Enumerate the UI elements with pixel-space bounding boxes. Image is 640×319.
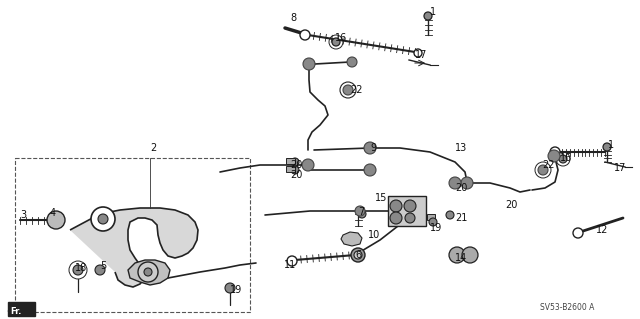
- Circle shape: [550, 147, 560, 157]
- Text: 16: 16: [335, 33, 348, 43]
- Polygon shape: [70, 208, 198, 287]
- Circle shape: [144, 268, 152, 276]
- Circle shape: [355, 206, 365, 216]
- Bar: [286, 158, 295, 164]
- Circle shape: [225, 283, 235, 293]
- Circle shape: [424, 12, 432, 20]
- Circle shape: [429, 218, 437, 226]
- Circle shape: [354, 251, 362, 259]
- Circle shape: [548, 150, 560, 162]
- Text: Fr.: Fr.: [10, 307, 21, 315]
- Circle shape: [449, 247, 465, 263]
- Text: 20: 20: [290, 170, 302, 180]
- Bar: [15, 158, 250, 312]
- Text: 3: 3: [20, 210, 26, 220]
- Circle shape: [91, 207, 115, 231]
- Circle shape: [291, 158, 299, 166]
- Text: 11: 11: [284, 260, 296, 270]
- Text: 15: 15: [375, 193, 387, 203]
- Text: SV53-B2600 A: SV53-B2600 A: [540, 303, 595, 313]
- Circle shape: [343, 85, 353, 95]
- Text: 19: 19: [430, 223, 442, 233]
- Circle shape: [603, 143, 611, 151]
- Polygon shape: [128, 260, 170, 285]
- Circle shape: [302, 159, 314, 171]
- Circle shape: [573, 228, 583, 238]
- Text: 4: 4: [50, 208, 56, 218]
- Text: 13: 13: [455, 143, 467, 153]
- Text: 1: 1: [608, 140, 614, 150]
- Polygon shape: [341, 232, 362, 246]
- Circle shape: [449, 177, 461, 189]
- Circle shape: [461, 177, 473, 189]
- Text: 17: 17: [614, 163, 627, 173]
- Text: 9: 9: [370, 143, 376, 153]
- Text: 1: 1: [430, 7, 436, 17]
- Circle shape: [287, 256, 297, 266]
- Circle shape: [47, 211, 65, 229]
- Circle shape: [98, 214, 108, 224]
- Circle shape: [73, 265, 83, 275]
- Text: 5: 5: [100, 261, 106, 271]
- Text: 17: 17: [415, 50, 428, 60]
- Circle shape: [303, 58, 315, 70]
- Bar: [388, 196, 426, 226]
- Circle shape: [300, 30, 310, 40]
- Circle shape: [364, 142, 376, 154]
- Text: 22: 22: [542, 160, 554, 170]
- Circle shape: [405, 213, 415, 223]
- Circle shape: [138, 262, 158, 282]
- Polygon shape: [8, 302, 35, 316]
- Text: 10: 10: [368, 230, 380, 240]
- Circle shape: [462, 247, 478, 263]
- Bar: [286, 166, 295, 172]
- Text: 20: 20: [290, 160, 302, 170]
- Circle shape: [291, 166, 299, 174]
- Circle shape: [364, 164, 376, 176]
- Circle shape: [404, 200, 416, 212]
- Bar: [427, 214, 435, 220]
- Text: 8: 8: [290, 13, 296, 23]
- Text: 14: 14: [455, 253, 467, 263]
- Circle shape: [390, 200, 402, 212]
- Text: 20: 20: [455, 183, 467, 193]
- Text: 20: 20: [505, 200, 517, 210]
- Circle shape: [347, 57, 357, 67]
- Circle shape: [351, 248, 365, 262]
- Circle shape: [95, 265, 105, 275]
- Text: 12: 12: [596, 225, 609, 235]
- Text: 7: 7: [358, 207, 364, 217]
- Text: 19: 19: [230, 285, 243, 295]
- Circle shape: [538, 165, 548, 175]
- Text: 16: 16: [560, 153, 572, 163]
- Text: 18: 18: [75, 263, 87, 273]
- Text: 2: 2: [150, 143, 156, 153]
- Text: 21: 21: [455, 213, 467, 223]
- Circle shape: [446, 211, 454, 219]
- Circle shape: [559, 155, 567, 163]
- Circle shape: [390, 212, 402, 224]
- Text: 6: 6: [355, 250, 361, 260]
- Circle shape: [414, 49, 422, 57]
- Circle shape: [358, 210, 366, 218]
- Circle shape: [332, 38, 340, 46]
- Text: 22: 22: [350, 85, 362, 95]
